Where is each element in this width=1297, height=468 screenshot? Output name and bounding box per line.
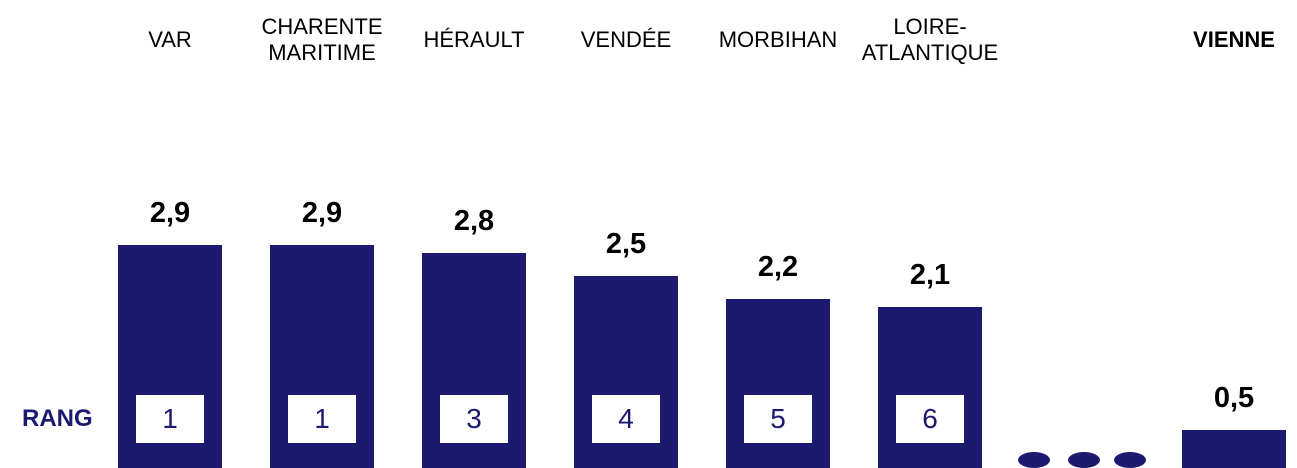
rank-box: 4 <box>592 395 660 443</box>
category-label: LOIRE-ATLANTIQUE <box>861 14 999 65</box>
value-label: 2,2 <box>757 250 799 283</box>
ellipsis-dot <box>1114 452 1146 468</box>
value-label: 2,9 <box>301 196 343 229</box>
ellipsis-dot <box>1018 452 1050 468</box>
rank-box: 1 <box>288 395 356 443</box>
value-label: 2,5 <box>605 227 647 260</box>
category-label: MORBIHAN <box>718 27 838 52</box>
rank-box: 1 <box>136 395 204 443</box>
value-label: 0,5 <box>1213 381 1255 414</box>
ellipsis-dot <box>1068 452 1100 468</box>
bar <box>878 306 982 468</box>
category-label: VENDÉE <box>580 27 672 52</box>
value-label: 2,1 <box>909 258 951 291</box>
rank-box: 6 <box>896 395 964 443</box>
bar <box>1182 429 1286 468</box>
category-label: CHARENTE MARITIME <box>261 14 383 65</box>
category-label: VAR <box>148 27 192 52</box>
category-label: VIENNE <box>1193 27 1275 52</box>
rank-box: 5 <box>744 395 812 443</box>
category-label: HÉRAULT <box>423 27 525 52</box>
rank-label: RANG <box>22 405 93 432</box>
rank-box: 3 <box>440 395 508 443</box>
value-label: 2,9 <box>149 196 191 229</box>
value-label: 2,8 <box>453 204 495 237</box>
